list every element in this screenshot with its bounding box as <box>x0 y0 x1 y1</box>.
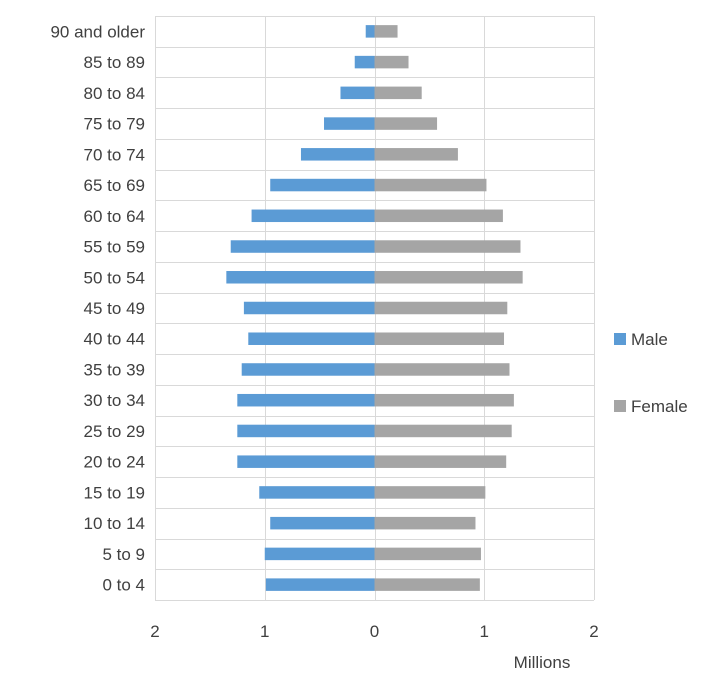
category-label: 50 to 54 <box>84 268 145 287</box>
category-label: 70 to 74 <box>84 145 145 164</box>
category-label: 5 to 9 <box>102 545 145 564</box>
legend-label-female: Female <box>631 397 688 416</box>
category-label: 35 to 39 <box>84 360 145 379</box>
bar-male-0 <box>365 25 375 38</box>
bar-female-9 <box>374 301 508 315</box>
bar-female-7 <box>374 240 521 253</box>
bar-male-9 <box>243 301 375 315</box>
x-tick-labels: 2 1 0 1 2 <box>150 622 598 641</box>
x-tick-label: 2 <box>589 622 598 641</box>
bar-male-11 <box>241 363 375 376</box>
gridlines <box>155 16 595 601</box>
legend-swatch-female <box>614 400 626 412</box>
bar-male-15 <box>259 486 375 499</box>
bar-male-8 <box>226 271 375 284</box>
category-label: 45 to 49 <box>84 299 145 318</box>
category-label: 20 to 24 <box>84 453 145 472</box>
bars <box>226 25 523 591</box>
category-labels: 90 and older 85 to 89 80 to 84 75 to 79 70 t… <box>50 22 145 594</box>
bar-male-1 <box>354 55 375 69</box>
category-label: 65 to 69 <box>84 176 145 195</box>
bar-female-13 <box>374 424 512 438</box>
bar-male-3 <box>324 117 375 130</box>
bar-female-17 <box>374 547 481 561</box>
category-label: 10 to 14 <box>84 514 145 533</box>
category-label: 55 to 59 <box>84 238 145 257</box>
bar-female-16 <box>374 516 476 530</box>
bar-female-18 <box>374 578 480 591</box>
bar-female-0 <box>374 25 398 38</box>
x-tick-label: 1 <box>260 622 269 641</box>
bar-female-10 <box>374 332 505 345</box>
bar-male-10 <box>248 332 375 345</box>
category-label: 30 to 34 <box>84 391 145 410</box>
bar-female-14 <box>374 455 507 468</box>
category-label: 40 to 44 <box>84 330 145 349</box>
bar-female-2 <box>374 86 422 100</box>
bar-female-3 <box>374 117 438 130</box>
bar-male-12 <box>237 393 375 407</box>
x-tick-label: 0 <box>370 622 379 641</box>
bar-male-2 <box>340 86 375 100</box>
bar-female-5 <box>374 178 487 192</box>
category-label: 25 to 29 <box>84 422 145 441</box>
category-label: 0 to 4 <box>102 576 145 595</box>
bar-male-17 <box>264 547 375 561</box>
legend-label-male: Male <box>631 330 668 349</box>
bar-female-12 <box>374 393 514 407</box>
category-label: 80 to 84 <box>84 84 145 103</box>
legend: Male Female <box>614 330 688 416</box>
category-label: 75 to 79 <box>84 115 145 134</box>
bar-male-4 <box>300 148 375 161</box>
x-tick-label: 1 <box>480 622 489 641</box>
bar-male-14 <box>237 455 375 468</box>
x-tick-label: 2 <box>150 622 159 641</box>
x-axis-unit-label: Millions <box>514 653 571 672</box>
bar-female-8 <box>374 271 523 284</box>
category-label: 85 to 89 <box>84 53 145 72</box>
bar-female-11 <box>374 363 510 376</box>
bar-female-6 <box>374 209 503 223</box>
bar-male-16 <box>270 516 375 530</box>
bar-male-5 <box>270 178 375 192</box>
bar-female-15 <box>374 486 486 499</box>
legend-swatch-male <box>614 333 626 345</box>
bar-male-18 <box>265 578 375 591</box>
category-label: 90 and older <box>50 22 145 41</box>
bar-male-7 <box>230 240 375 253</box>
bar-male-13 <box>237 424 375 438</box>
bar-male-6 <box>251 209 375 223</box>
category-label: 15 to 19 <box>84 483 145 502</box>
category-label: 60 to 64 <box>84 207 145 226</box>
bar-female-1 <box>374 55 409 69</box>
bar-female-4 <box>374 148 458 161</box>
